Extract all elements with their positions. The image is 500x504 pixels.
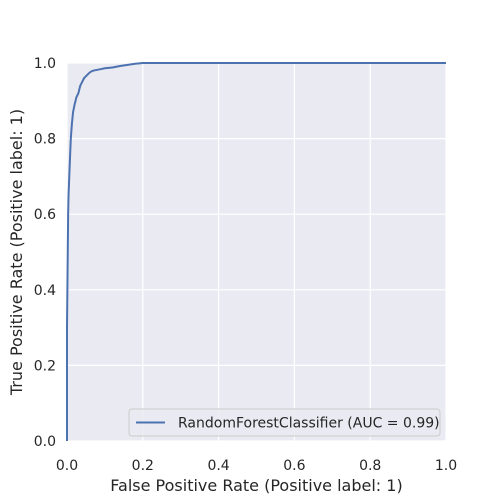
tick-labels: 0.0 0.2 0.4 0.6 0.8 1.0 0.0 0.2 0.4 0.6 0.8 1.0 [34, 56, 457, 474]
x-axis-label: False Positive Rate (Positive label: 1) [110, 476, 402, 495]
y-tick-label: 1.0 [34, 56, 56, 72]
legend-box [128, 408, 441, 437]
y-tick-label: 0.6 [34, 207, 56, 223]
grid-lines [66, 62, 447, 442]
y-tick-label: 0.8 [34, 132, 56, 148]
series-group [66, 62, 446, 441]
roc-curve-line [66, 62, 446, 441]
y-tick-label: 0.0 [34, 434, 56, 450]
y-tick-label: 0.2 [34, 358, 56, 374]
legend-label: RandomForestClassifier (AUC = 0.99) [178, 416, 440, 432]
x-tick-label: 0.2 [132, 458, 154, 474]
legend: RandomForestClassifier (AUC = 0.99) [128, 408, 441, 437]
x-tick-label: 0.8 [359, 458, 381, 474]
x-tick-label: 0.6 [283, 458, 305, 474]
x-tick-label: 0.4 [207, 458, 229, 474]
x-tick-label: 1.0 [435, 458, 457, 474]
y-tick-label: 0.4 [34, 283, 56, 299]
plot-area [67, 63, 446, 441]
x-tick-label: 0.0 [56, 458, 78, 474]
y-axis-label: True Positive Rate (Positive label: 1) [7, 109, 26, 396]
